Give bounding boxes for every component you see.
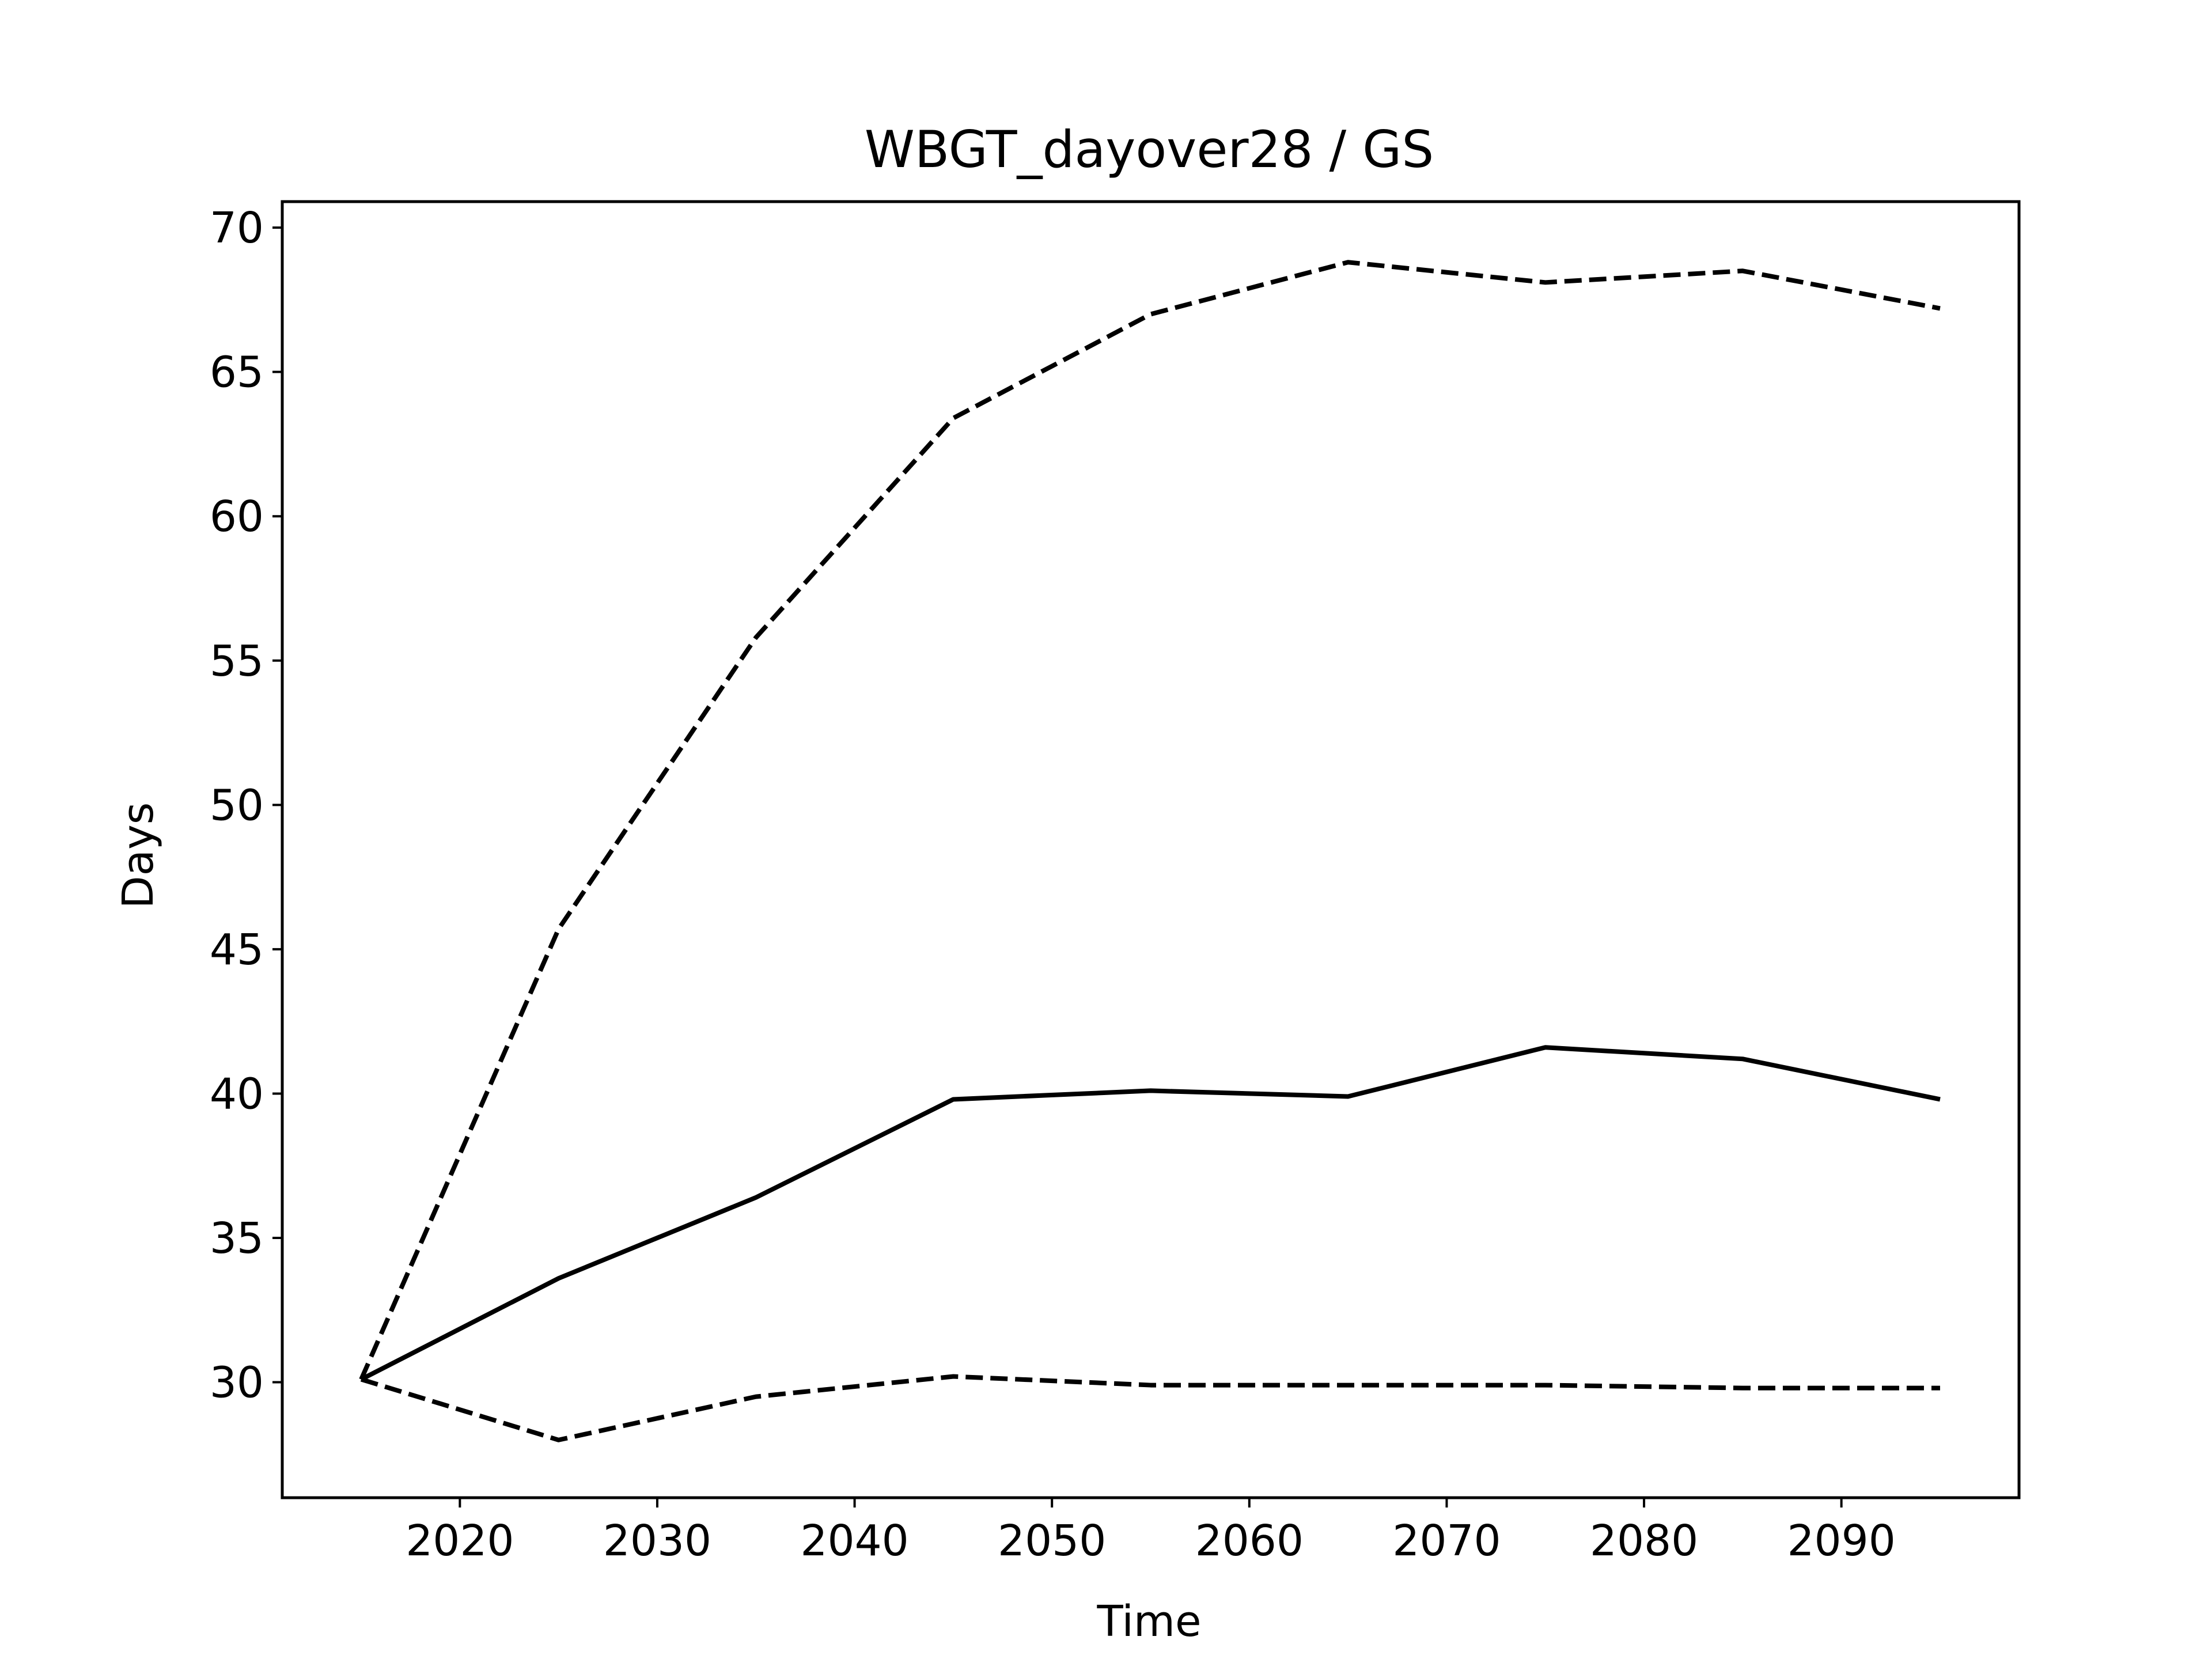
y-tick-label: 65 (210, 348, 264, 397)
y-tick-label: 45 (210, 925, 264, 975)
series-line-3 (360, 1374, 1940, 1442)
x-tick-label: 2090 (1787, 1516, 1895, 1566)
x-tick-label: 2050 (998, 1516, 1106, 1566)
y-tick-label: 55 (210, 637, 264, 686)
y-axis-ticks: 30 35 40 45 50 55 60 65 70 (210, 203, 282, 1408)
y-tick-label: 30 (210, 1358, 264, 1408)
plot-frame (281, 200, 2021, 1499)
y-tick-label: 35 (210, 1214, 264, 1263)
x-tick-label: 2040 (800, 1516, 908, 1566)
x-tick-label: 2030 (603, 1516, 711, 1566)
y-tick-label: 50 (210, 781, 264, 830)
x-tick-label: 2070 (1392, 1516, 1501, 1566)
x-tick-label: 2080 (1590, 1516, 1698, 1566)
x-tick-label: 2060 (1195, 1516, 1304, 1566)
chart-title: WBGT_dayover28 / GS (865, 120, 1434, 179)
y-axis-label: Days (113, 802, 163, 909)
y-tick-label: 60 (210, 492, 264, 541)
y-tick-label: 70 (210, 203, 264, 253)
series-layer (359, 260, 1941, 1442)
series-line-1 (360, 1045, 1941, 1382)
x-tick-label: 2020 (406, 1516, 514, 1566)
series-line-2 (359, 260, 1941, 1381)
x-axis-ticks: 2020 2030 2040 2050 2060 2070 2080 2090 (406, 1498, 1896, 1566)
x-axis-label: Time (1096, 1597, 1201, 1646)
y-tick-label: 40 (210, 1069, 264, 1119)
